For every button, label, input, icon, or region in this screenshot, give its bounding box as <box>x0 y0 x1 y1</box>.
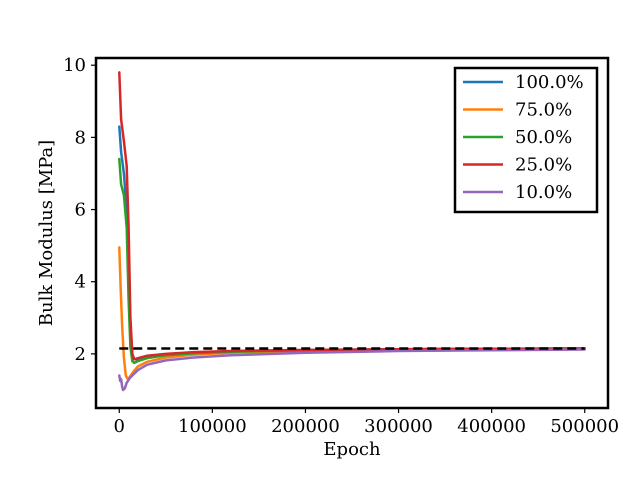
x-tick-label: 200000 <box>271 416 340 437</box>
series-line-750 <box>118 246 586 381</box>
series-group <box>118 71 586 392</box>
y-axis-label: Bulk Modulus [MPa] <box>36 140 57 326</box>
legend-label: 75.0% <box>515 100 572 121</box>
y-tick-label: 2 <box>75 344 86 365</box>
legend-label: 10.0% <box>515 182 572 203</box>
plot-area <box>118 71 586 392</box>
x-tick-label: 500000 <box>550 416 619 437</box>
y-tick-label: 8 <box>75 127 86 148</box>
legend-label: 100.0% <box>515 72 584 93</box>
plot-frame <box>94 56 610 410</box>
y-tick-label: 6 <box>75 200 86 221</box>
x-tick-label: 100000 <box>178 416 247 437</box>
x-tick-label: 400000 <box>457 416 526 437</box>
y-tick-label: 4 <box>75 272 86 293</box>
series-line-100 <box>118 348 586 392</box>
x-tick-label: 0 <box>114 416 125 437</box>
x-tick-label: 300000 <box>364 416 433 437</box>
ticks-layer: 0 100000 200000 300000 400000 500000 2 4 6 8 10 <box>63 55 619 437</box>
legend-label: 50.0% <box>515 127 572 148</box>
x-axis-label: Epoch <box>323 439 381 460</box>
legend-box <box>453 66 599 214</box>
legend-label: 25.0% <box>515 155 572 176</box>
legend: 100.0% 75.0% 50.0% 25.0% 10.0% <box>453 66 599 214</box>
y-tick-label: 10 <box>63 55 86 76</box>
